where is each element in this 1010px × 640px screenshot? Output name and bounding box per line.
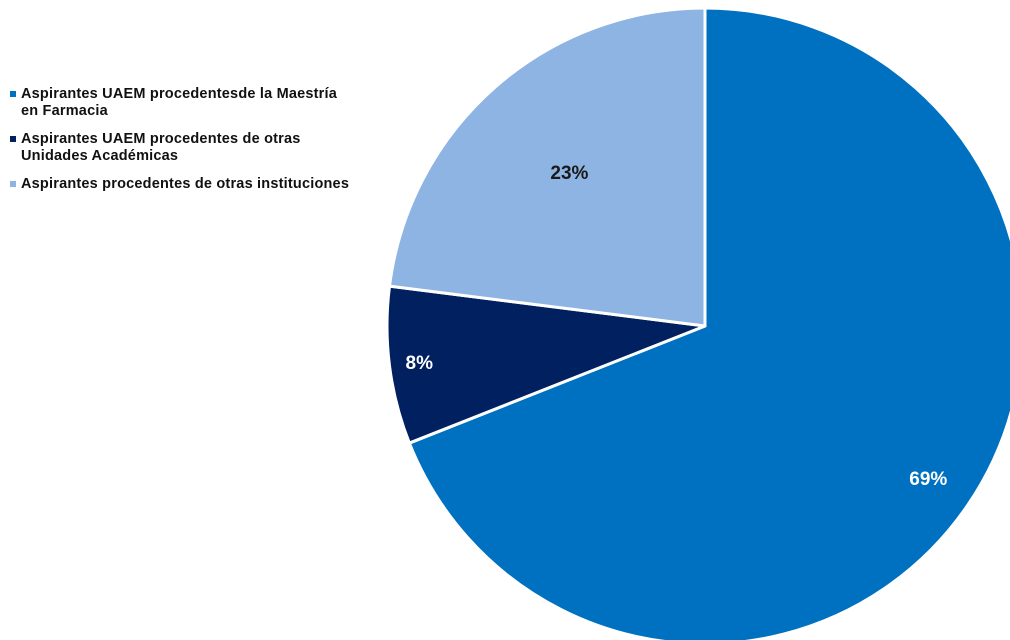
legend-swatch-maestria [10,91,16,97]
legend-swatch-otras-instituciones [10,181,16,187]
legend-item-maestria: Aspirantes UAEM procedentesde la Maestrí… [10,86,370,120]
legend-item-otras-unidades: Aspirantes UAEM procedentes de otras Uni… [10,131,370,165]
legend-label-maestria: Aspirantes UAEM procedentesde la Maestrí… [21,86,338,119]
data-label-otras-unidades: 8% [406,353,434,374]
chart-legend: Aspirantes UAEM procedentesde la Maestrí… [10,86,370,204]
data-label-otras-instituciones: 23% [550,163,588,184]
pie-slice-otras-unidades [385,284,707,445]
legend-label-otras-unidades: Aspirantes UAEM procedentes de otras Uni… [21,131,301,164]
pie-slice-maestria [407,6,1010,640]
legend-item-otras-instituciones: Aspirantes procedentes de otras instituc… [10,176,370,193]
pie-slice-otras-instituciones [388,6,707,328]
data-label-maestria: 69% [909,469,947,490]
legend-label-otras-instituciones: Aspirantes procedentes de otras instituc… [21,176,350,192]
legend-swatch-otras-unidades [10,136,16,142]
